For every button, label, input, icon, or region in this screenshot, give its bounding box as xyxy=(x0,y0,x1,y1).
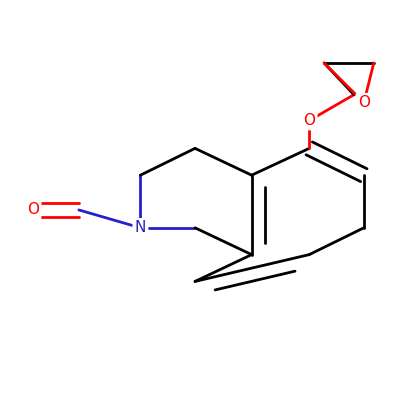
Text: O: O xyxy=(358,95,370,110)
Text: O: O xyxy=(27,202,39,218)
Text: O: O xyxy=(303,113,315,128)
Text: N: N xyxy=(135,220,146,235)
